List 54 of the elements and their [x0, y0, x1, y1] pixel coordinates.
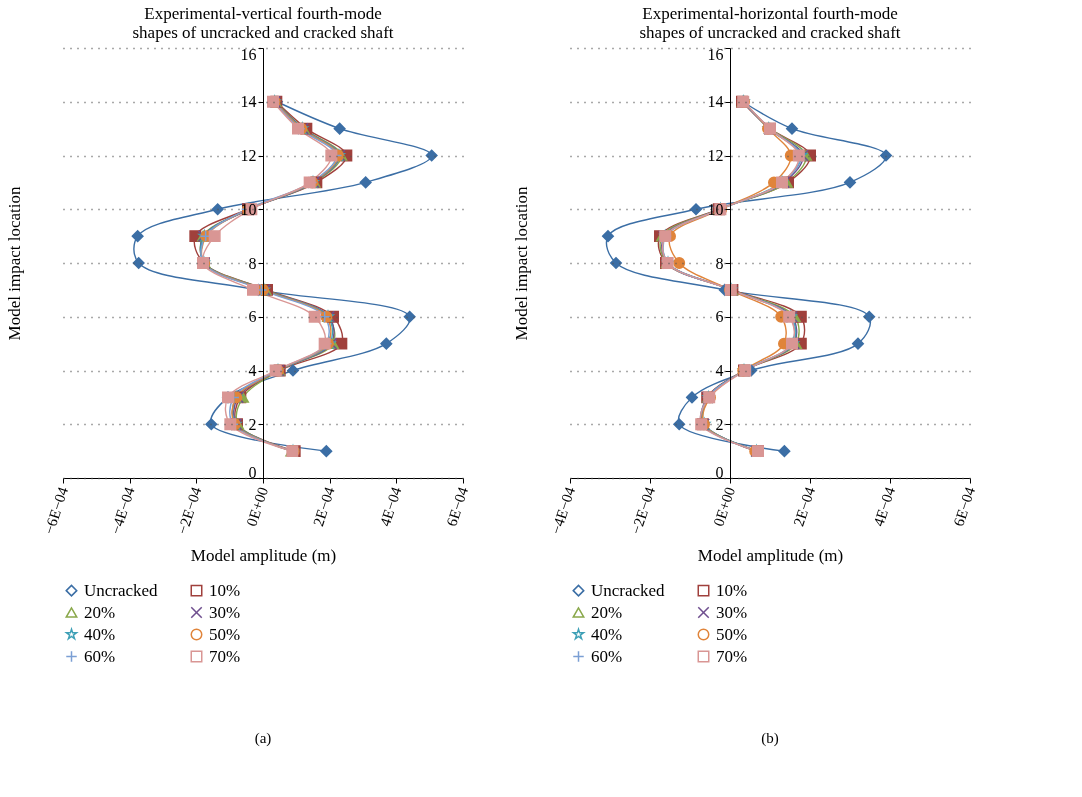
- y-tick-label: 8: [248, 254, 257, 272]
- y-tick-label: 0: [248, 463, 257, 481]
- x-tick-label: 4E−04: [376, 484, 405, 529]
- legend-label: 50%: [209, 624, 241, 644]
- legend-label: 30%: [716, 602, 748, 622]
- x-axis-title: Model amplitude (m): [697, 546, 844, 566]
- x-tick-label: 2E−04: [790, 484, 819, 529]
- y-tick-label: 16: [707, 45, 724, 63]
- y-tick-label: 6: [248, 308, 257, 326]
- y-tick-label: 16: [240, 45, 257, 63]
- x-tick-label: −4E−04: [547, 484, 579, 537]
- y-tick-label: 2: [715, 415, 724, 433]
- legend-label: 40%: [591, 624, 623, 644]
- legend-label: Uncracked: [84, 580, 159, 600]
- y-tick-label: 12: [240, 147, 257, 164]
- legend-label: Uncracked: [591, 580, 666, 600]
- x-tick-label: −2E−04: [627, 484, 659, 537]
- x-tick-label: 6E−04: [443, 484, 472, 529]
- y-tick-label: 6: [715, 308, 724, 326]
- x-tick-label: −2E−04: [174, 484, 205, 537]
- y-tick-label: 14: [707, 93, 724, 111]
- x-tick-label: 6E−04: [950, 484, 979, 529]
- chart-title: Experimental-horizontal fourth-mode shapes of uncracked and cracked shaft: [639, 4, 901, 42]
- y-tick-label: 14: [240, 93, 257, 111]
- text: (a): [254, 730, 272, 747]
- legend-label: 50%: [716, 624, 748, 644]
- legend-label: 20%: [591, 602, 623, 622]
- y-tick-label: 2: [248, 415, 257, 433]
- x-tick-label: 0E+00: [710, 485, 739, 529]
- x-axis-title: Model amplitude (m): [190, 546, 337, 566]
- y-axis-title: Model impact location: [511, 186, 531, 341]
- legend-label: 70%: [209, 646, 241, 666]
- y-tick-label: 4: [715, 362, 724, 379]
- x-tick-label: −6E−04: [40, 484, 72, 537]
- legend-label: 60%: [84, 646, 116, 666]
- y-tick-label: 4: [248, 362, 257, 379]
- legend-label: 40%: [84, 624, 116, 644]
- legend-label: 70%: [716, 646, 748, 666]
- legend-label: 60%: [591, 646, 623, 666]
- legend-label: 30%: [209, 602, 241, 622]
- chart-title: Experimental-vertical fourth-mode shapes of uncracked and cracked shaft: [132, 4, 394, 42]
- x-tick-label: 0E+00: [243, 485, 272, 529]
- legend-label: 20%: [84, 602, 116, 622]
- y-tick-label: 10: [707, 200, 724, 218]
- y-tick-label: 8: [715, 254, 724, 272]
- y-tick-label: 12: [707, 147, 724, 164]
- x-tick-label: 4E−04: [870, 484, 899, 529]
- legend-label: 10%: [716, 580, 748, 600]
- legend-label: 10%: [209, 580, 241, 600]
- x-tick-label: −4E−04: [107, 484, 138, 537]
- y-axis-title: Model impact location: [4, 186, 24, 341]
- text: (b): [761, 730, 779, 747]
- x-tick-label: 2E−04: [310, 484, 338, 529]
- y-tick-label: 0: [715, 463, 724, 481]
